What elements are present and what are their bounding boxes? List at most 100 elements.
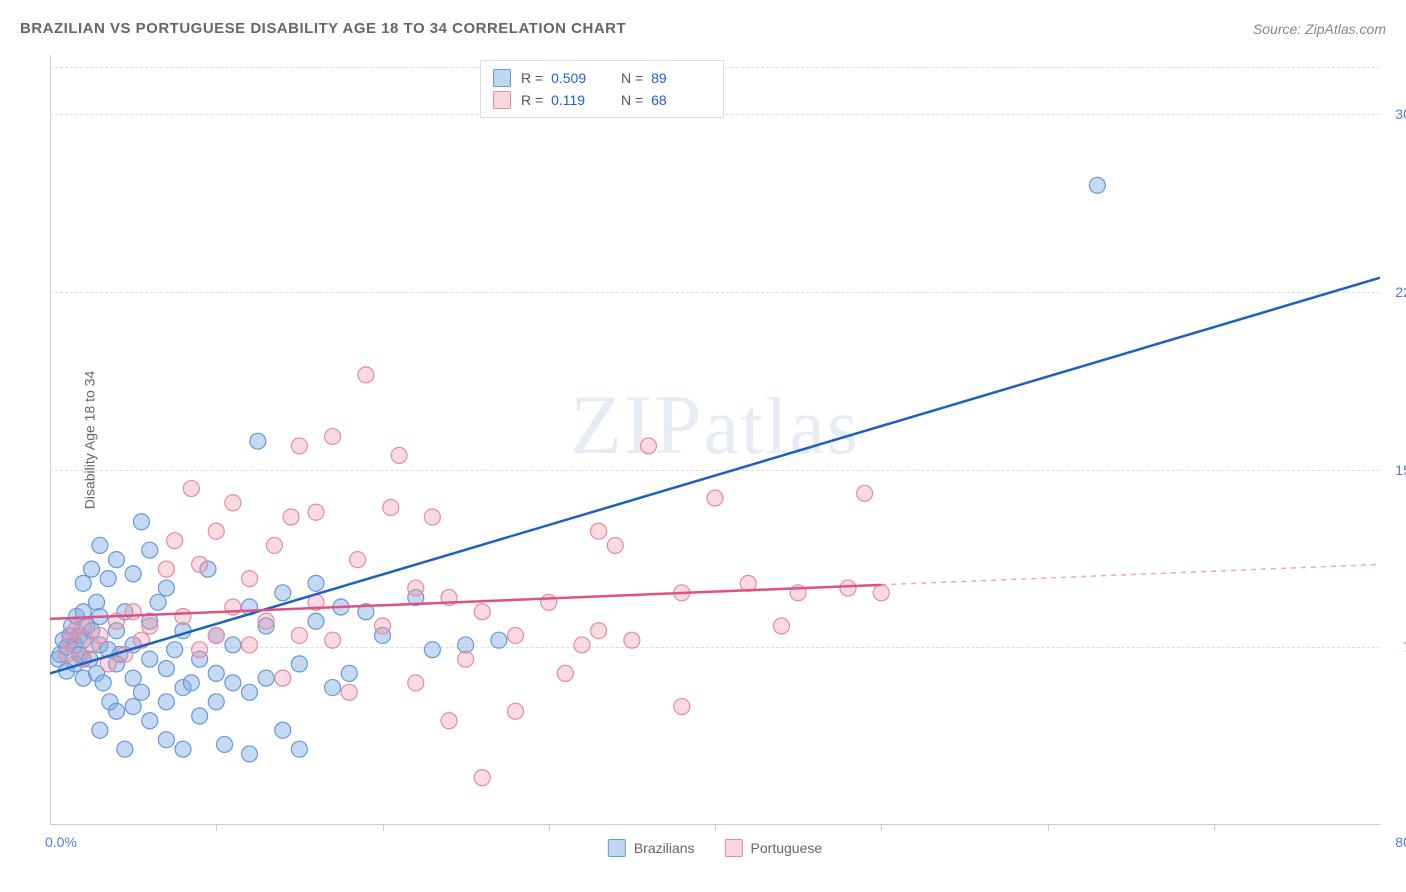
legend-item: Portuguese <box>725 839 823 857</box>
data-point <box>383 500 399 516</box>
n-label: N = <box>621 92 643 108</box>
data-point <box>89 594 105 610</box>
data-point <box>291 627 307 643</box>
data-point <box>225 495 241 511</box>
legend-row: R = 0.509N = 89 <box>493 67 711 89</box>
data-point <box>125 699 141 715</box>
data-point <box>208 627 224 643</box>
data-point <box>266 537 282 553</box>
data-point <box>242 637 258 653</box>
data-point <box>142 651 158 667</box>
data-point <box>308 575 324 591</box>
data-point <box>125 566 141 582</box>
x-tick-mark <box>1214 825 1215 831</box>
data-point <box>674 699 690 715</box>
data-point <box>291 741 307 757</box>
data-point <box>175 741 191 757</box>
data-point <box>109 703 125 719</box>
x-tick-mark <box>881 825 882 831</box>
data-point <box>291 438 307 454</box>
data-point <box>458 651 474 667</box>
legend-label: Brazilians <box>634 840 695 856</box>
data-point <box>341 684 357 700</box>
legend-swatch-icon <box>608 839 626 857</box>
data-point <box>183 675 199 691</box>
data-point <box>325 428 341 444</box>
data-point <box>208 523 224 539</box>
data-point <box>100 571 116 587</box>
data-point <box>424 509 440 525</box>
x-tick-mark <box>715 825 716 831</box>
data-point <box>474 604 490 620</box>
data-point <box>192 642 208 658</box>
source-attribution: Source: ZipAtlas.com <box>1253 21 1386 37</box>
data-point <box>92 627 108 643</box>
data-point <box>408 580 424 596</box>
trend-line <box>50 278 1380 674</box>
r-label: R = <box>521 70 543 86</box>
data-point <box>408 675 424 691</box>
data-point <box>225 637 241 653</box>
data-point <box>308 504 324 520</box>
n-value: 68 <box>647 92 666 108</box>
r-value: 0.509 <box>547 70 586 86</box>
data-point <box>158 561 174 577</box>
data-point <box>125 670 141 686</box>
data-point <box>150 594 166 610</box>
x-tick-mark <box>383 825 384 831</box>
series-legend: Brazilians Portuguese <box>608 839 822 857</box>
data-point <box>250 433 266 449</box>
data-point <box>142 618 158 634</box>
data-point <box>541 594 557 610</box>
data-point <box>109 552 125 568</box>
data-point <box>574 637 590 653</box>
data-point <box>158 580 174 596</box>
data-point <box>258 670 274 686</box>
data-point <box>84 561 100 577</box>
data-point <box>325 632 341 648</box>
data-point <box>350 552 366 568</box>
y-tick-label: 22.5% <box>1395 284 1406 300</box>
data-point <box>508 703 524 719</box>
data-point <box>75 618 91 634</box>
data-point <box>225 675 241 691</box>
data-point <box>175 609 191 625</box>
legend-swatch-icon <box>725 839 743 857</box>
data-point <box>183 481 199 497</box>
x-tick-mark <box>1048 825 1049 831</box>
data-point <box>133 684 149 700</box>
data-point <box>59 646 75 662</box>
data-point <box>133 514 149 530</box>
data-point <box>158 732 174 748</box>
data-point <box>624 632 640 648</box>
data-point <box>308 613 324 629</box>
correlation-legend: R = 0.509N = 89R = 0.119N = 68 <box>480 60 724 118</box>
data-point <box>591 523 607 539</box>
data-point <box>441 713 457 729</box>
data-point <box>75 575 91 591</box>
data-point <box>508 627 524 643</box>
data-point <box>424 642 440 658</box>
data-point <box>474 770 490 786</box>
chart-title: BRAZILIAN VS PORTUGUESE DISABILITY AGE 1… <box>20 20 626 37</box>
data-point <box>258 613 274 629</box>
data-point <box>95 675 111 691</box>
data-point <box>167 533 183 549</box>
data-point <box>283 509 299 525</box>
data-point <box>774 618 790 634</box>
data-point <box>873 585 889 601</box>
data-point <box>458 637 474 653</box>
chart-area: Disability Age 18 to 34 7.5%15.0%22.5%30… <box>50 55 1380 825</box>
n-label: N = <box>621 70 643 86</box>
data-point <box>192 708 208 724</box>
data-point <box>591 623 607 639</box>
data-point <box>92 537 108 553</box>
legend-label: Portuguese <box>751 840 823 856</box>
data-point <box>125 604 141 620</box>
data-point <box>167 642 183 658</box>
data-point <box>242 684 258 700</box>
x-axis-min-label: 0.0% <box>45 834 77 850</box>
r-label: R = <box>521 92 543 108</box>
data-point <box>92 722 108 738</box>
data-point <box>607 537 623 553</box>
